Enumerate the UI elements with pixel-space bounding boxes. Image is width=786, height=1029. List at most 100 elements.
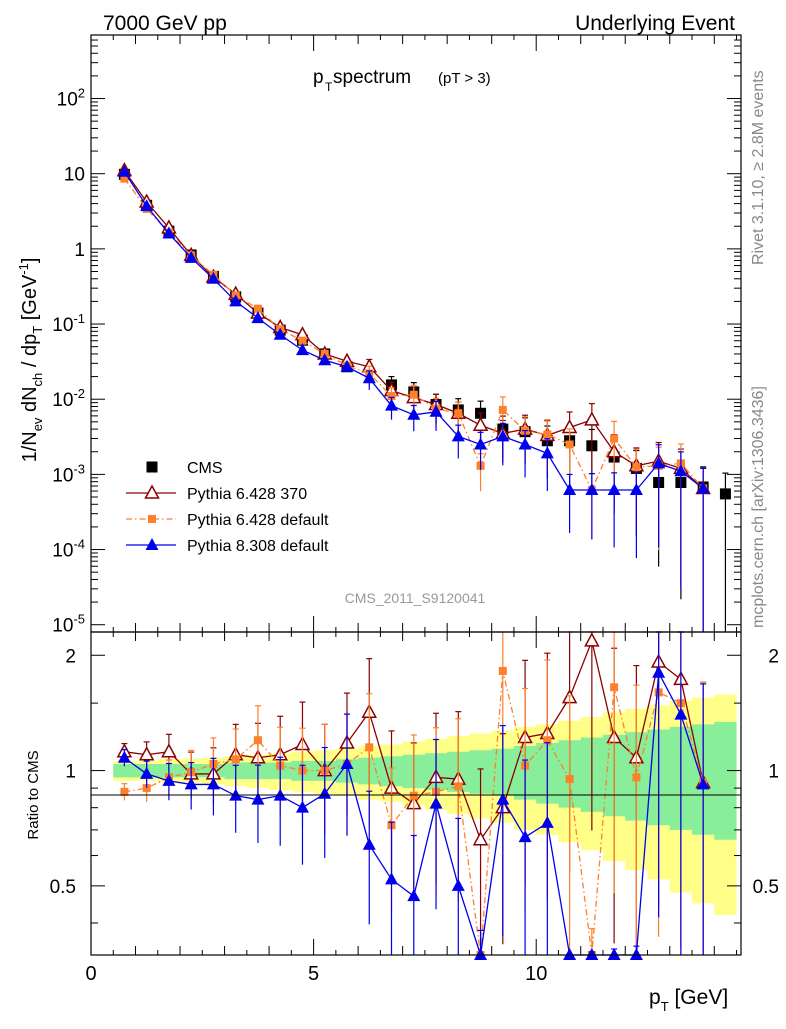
x-tick-label: 5 [308, 963, 319, 985]
legend-marker [144, 484, 160, 499]
y-tick-label: 10-5 [52, 612, 85, 637]
y-tick-label: 10-1 [52, 311, 85, 336]
data-point [674, 464, 688, 477]
ratio-y-axis-label: Ratio to CMS [25, 750, 42, 839]
data-point [472, 416, 489, 432]
top-y-axis-label: 1/Nev dNch / dpT [GeV-1] [16, 258, 45, 463]
ratio-point [120, 787, 129, 796]
data-point [295, 343, 309, 356]
legend-label: Pythia 6.428 370 [187, 486, 307, 503]
data-point [273, 327, 287, 340]
ratio-point [362, 837, 376, 850]
plot-title-cut: (pT > 3) [438, 70, 491, 87]
legend-marker [146, 461, 158, 473]
legend-entry: Pythia 6.428 default [126, 512, 329, 529]
y-tick-label: 10 [64, 165, 85, 186]
ratio-point [585, 948, 599, 960]
data-point [407, 407, 421, 420]
ratio-point [584, 632, 600, 647]
data-point [518, 437, 532, 450]
top-y-label-text: 1/Nev dNch / dpT [GeV-1] [16, 258, 45, 463]
ratio-tick-label-left: 2 [65, 646, 76, 667]
x-tick-label: 0 [85, 963, 96, 985]
ratio-point [365, 743, 374, 752]
ratio-point [543, 736, 552, 745]
legend-entry: Pythia 6.428 370 [126, 484, 307, 503]
data-series [116, 162, 731, 960]
rivet-label: Rivet 3.1.10, ≥ 2.8M events [750, 70, 767, 265]
ratio-point [138, 746, 155, 761]
ratio-point [607, 948, 621, 960]
ratio-point [563, 948, 577, 960]
ratio-point [652, 665, 666, 678]
data-point [610, 434, 619, 443]
data-point [117, 164, 131, 177]
x-axis-label: pT [GeV] [649, 986, 728, 1014]
ratio-point [454, 782, 463, 791]
axes-ticks: 102 10 1 10-1 10-2 10-3 10-4 10-5 2 2 1 1 0.5 0.5 0 5 10 [50, 34, 779, 985]
ratio-point [253, 736, 262, 745]
ratio-point [295, 800, 309, 813]
legend-marker [145, 538, 159, 550]
header-left: 7000 GeV pp [103, 12, 227, 35]
legend-entry: CMS [146, 460, 223, 477]
ratio-point [206, 777, 220, 790]
ratio-point [518, 830, 532, 843]
analysis-watermark: CMS_2011_S9120041 [345, 590, 486, 606]
y-tick-label: 10-3 [52, 461, 85, 486]
ratio-point [385, 872, 399, 885]
ratio-tick-label-left: 1 [65, 762, 76, 783]
data-point [496, 429, 510, 442]
data-point [206, 271, 220, 284]
data-point [429, 404, 443, 417]
series-pythia-8-308-default [117, 164, 710, 960]
data-point [318, 353, 332, 366]
y-tick-label: 10-2 [52, 386, 85, 411]
data-point [719, 488, 731, 500]
data-point [253, 304, 262, 313]
header-right: Underlying Event [575, 12, 735, 35]
data-point [251, 311, 265, 324]
data-point [120, 174, 129, 183]
data-point [229, 294, 243, 307]
plot-title-rest: spectrum [333, 67, 411, 88]
ratio-point [610, 683, 619, 692]
data-point [298, 336, 307, 345]
data-point [140, 199, 154, 212]
data-point [585, 482, 599, 495]
ratio-point [340, 757, 354, 770]
ratio-point [472, 831, 489, 846]
ratio-tick-label-right: 0.5 [753, 877, 779, 898]
legend-marker [148, 515, 156, 523]
ratio-tick-label-right: 2 [768, 646, 779, 667]
data-point [454, 409, 463, 418]
ratio-point [632, 773, 641, 782]
y-tick-label: 1 [74, 240, 85, 261]
data-point [629, 482, 643, 495]
ratio-point [409, 791, 418, 800]
plot-title-main: p [313, 67, 324, 88]
ratio-point [162, 773, 176, 786]
x-tick-label: 10 [525, 963, 547, 985]
ratio-point [474, 948, 488, 960]
data-point [362, 371, 376, 384]
data-point [652, 456, 666, 469]
ratio-point [117, 750, 131, 763]
legend-label: CMS [187, 460, 223, 477]
ratio-point [318, 786, 332, 799]
data-point [385, 398, 399, 411]
data-point [409, 390, 418, 399]
data-point [540, 446, 554, 459]
data-point [543, 430, 552, 439]
band-inner [113, 721, 737, 840]
legend: CMS Pythia 6.428 370 Pythia 6.428 default P… [126, 460, 329, 555]
data-point [340, 359, 354, 372]
ratio-point [142, 784, 151, 793]
data-point [498, 405, 507, 414]
ratio-tick-label-right: 1 [768, 762, 779, 783]
data-point [632, 463, 641, 472]
ratio-tick-label-left: 0.5 [50, 877, 76, 898]
data-point [162, 226, 176, 239]
ratio-point [540, 815, 554, 828]
